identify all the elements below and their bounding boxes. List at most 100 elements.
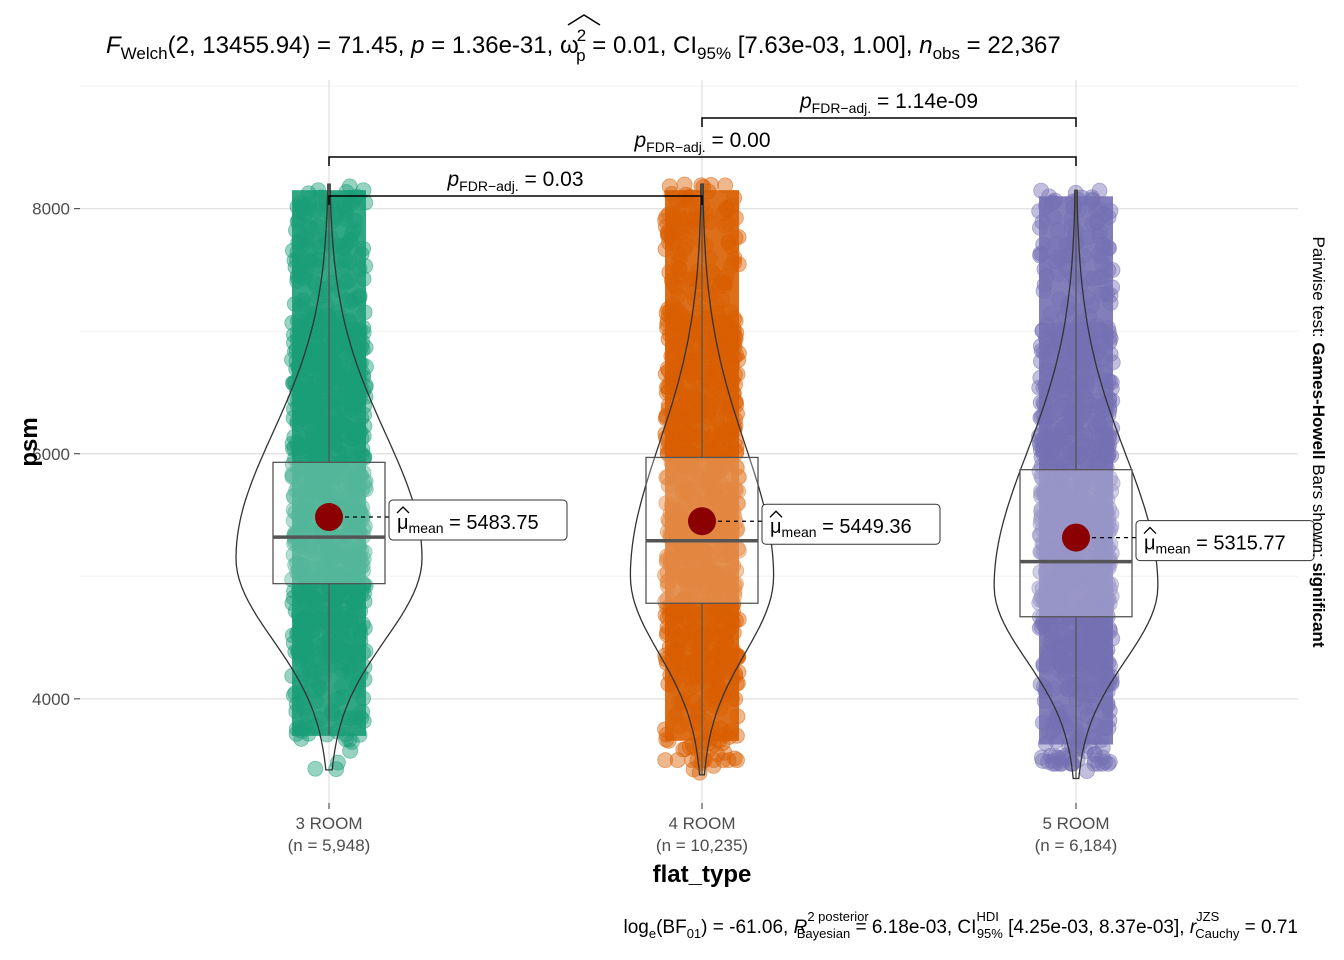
data-point <box>302 662 319 679</box>
data-point <box>712 720 729 737</box>
data-point <box>1034 245 1051 262</box>
data-point <box>356 544 373 560</box>
data-point <box>1086 716 1103 733</box>
data-point-outlier <box>1060 750 1077 766</box>
data-point <box>703 687 720 704</box>
data-point <box>1072 637 1089 654</box>
data-point <box>1058 627 1075 644</box>
right-side-label: Pairwise test: Games-Howell Bars shown: … <box>1309 237 1328 648</box>
data-point <box>729 752 745 769</box>
data-point <box>1084 215 1101 232</box>
data-point <box>1032 219 1048 236</box>
data-point <box>663 186 680 202</box>
data-point <box>689 350 706 367</box>
data-point <box>669 706 685 722</box>
data-point <box>714 292 731 309</box>
data-point <box>292 584 309 600</box>
data-point <box>333 631 350 648</box>
x-tick-n-label: (n = 10,235) <box>656 836 748 855</box>
pairwise-bracket <box>328 195 703 205</box>
x-tick-n-label: (n = 6,184) <box>1035 836 1118 855</box>
x-axis-title: flat_type <box>653 861 752 888</box>
data-point <box>355 449 372 466</box>
data-point <box>1094 240 1111 256</box>
data-point <box>331 437 348 453</box>
data-point <box>660 307 677 323</box>
data-point <box>717 177 734 194</box>
data-point <box>293 389 310 406</box>
data-point <box>286 429 303 445</box>
data-point <box>726 254 742 271</box>
omega-hat-icon <box>567 14 601 26</box>
data-point-outlier <box>341 731 358 748</box>
data-point <box>299 456 316 473</box>
data-point <box>293 624 310 640</box>
data-point <box>332 356 348 373</box>
data-point <box>288 726 305 742</box>
data-point <box>353 410 370 427</box>
data-point <box>1058 443 1075 460</box>
data-point <box>310 258 326 274</box>
data-point <box>1087 437 1104 454</box>
data-point <box>327 600 343 617</box>
data-point <box>725 603 741 620</box>
y-tick-label: 8000 <box>32 200 70 219</box>
data-point <box>1066 333 1082 350</box>
data-point <box>295 228 312 244</box>
data-point <box>294 429 311 446</box>
data-point <box>678 237 694 254</box>
data-point <box>284 468 301 485</box>
data-point <box>659 225 676 242</box>
data-point <box>305 358 322 375</box>
data-point-outlier <box>328 761 345 778</box>
data-point <box>301 200 318 217</box>
data-point <box>288 341 305 358</box>
data-point <box>354 703 371 720</box>
data-point <box>701 410 718 427</box>
data-point <box>657 752 674 769</box>
data-point <box>347 581 364 598</box>
data-point <box>698 627 715 644</box>
data-point <box>1042 305 1059 322</box>
data-point <box>717 217 734 234</box>
data-point <box>1090 321 1107 338</box>
data-point <box>292 652 309 669</box>
data-point <box>723 197 740 214</box>
y-tick-label: 4000 <box>32 690 70 709</box>
data-point <box>671 718 688 734</box>
data-point <box>307 603 324 620</box>
data-point <box>345 396 362 413</box>
data-point <box>331 419 348 435</box>
data-point <box>342 294 359 310</box>
data-point <box>1093 732 1110 748</box>
data-point <box>304 221 320 238</box>
data-point <box>285 687 302 704</box>
data-point <box>680 624 696 641</box>
data-point <box>302 372 319 389</box>
data-point <box>333 678 350 695</box>
data-point <box>660 379 677 396</box>
data-point-outlier <box>684 737 701 754</box>
data-point <box>321 487 338 503</box>
data-point <box>719 407 735 424</box>
data-point <box>284 314 301 331</box>
data-point <box>284 627 301 644</box>
mean-point <box>688 507 716 536</box>
data-point <box>288 703 305 720</box>
data-point <box>294 292 311 309</box>
jitter-points <box>284 176 1121 781</box>
data-point <box>321 312 338 329</box>
data-point <box>312 238 328 255</box>
data-point <box>331 282 348 298</box>
data-point <box>355 690 371 707</box>
data-point <box>1031 203 1048 220</box>
data-point <box>332 252 349 269</box>
data-point <box>354 616 371 632</box>
data-point <box>1041 436 1057 453</box>
data-point <box>285 589 302 606</box>
data-point <box>1075 364 1092 380</box>
data-point <box>723 258 740 274</box>
data-point <box>292 232 309 249</box>
data-point <box>304 440 321 457</box>
data-point <box>664 623 681 639</box>
